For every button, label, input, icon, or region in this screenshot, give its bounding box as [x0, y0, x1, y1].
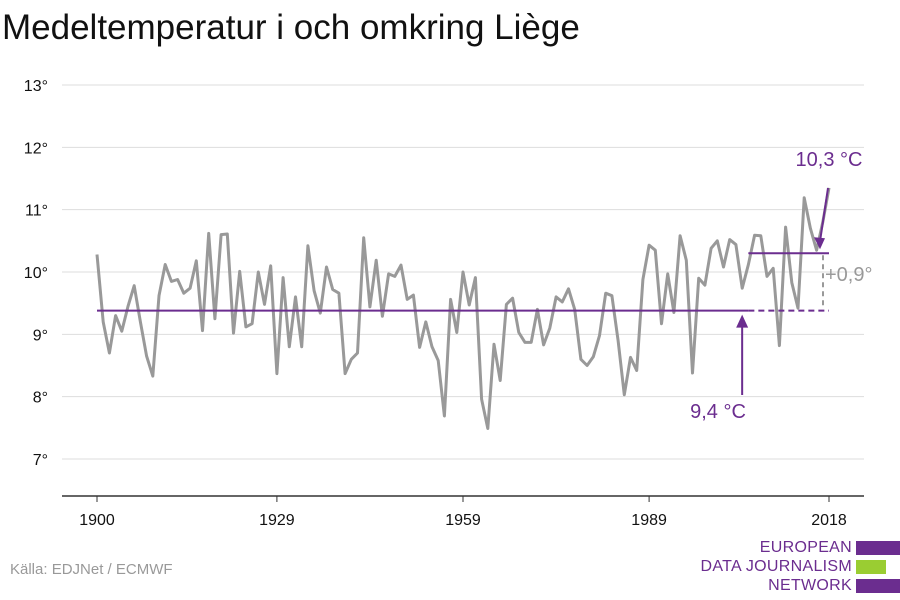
y-tick-label-12: 12° [24, 140, 48, 157]
annotations-layer [97, 187, 829, 395]
temperature-series-line [95, 187, 831, 430]
logo-line-data-journalism: DATA JOURNALISM [700, 558, 852, 575]
logo-bar-purple-bottom [856, 579, 900, 593]
y-tick-label-10: 10° [24, 265, 48, 282]
difference-label: +0,9° [825, 264, 872, 286]
recent-arrow-head [814, 237, 825, 250]
source-note: Källa: EDJNet / ECMWF [10, 561, 173, 578]
x-tick-label-2018: 2018 [811, 512, 847, 529]
x-axis [62, 495, 864, 502]
x-tick-label-1900: 1900 [79, 512, 115, 529]
x-tick-label-1959: 1959 [445, 512, 481, 529]
recent-arrow-shaft [819, 187, 829, 242]
y-tick-label-7: 7° [33, 452, 48, 469]
x-axis-tick-labels: 1900 1929 1959 1989 2018 [79, 512, 847, 529]
logo-line-european: EUROPEAN [759, 539, 852, 556]
grid-lines [62, 84, 864, 460]
x-tick-label-1929: 1929 [259, 512, 295, 529]
y-tick-label-8: 8° [33, 390, 48, 407]
series-layer [95, 187, 831, 430]
y-tick-label-9: 9° [33, 327, 48, 344]
logo-bar-purple-top [856, 541, 900, 555]
logo-bar-green [856, 560, 886, 574]
y-tick-label-11: 11° [25, 203, 48, 220]
chart-title: Medeltemperatur i och omkring Liège [2, 8, 580, 47]
y-axis-tick-labels: 7° 8° 9° 10° 11° 12° 13° [24, 78, 48, 469]
edjnet-logo[interactable]: EUROPEAN DATA JOURNALISM NETWORK [700, 539, 900, 597]
baseline-arrow-head [736, 314, 749, 328]
recent-average-label: 10,3 °C [796, 149, 863, 171]
x-tick-label-1989: 1989 [631, 512, 667, 529]
line-chart: 7°8°9°10°11°12°13° 1900 1929 1959 1989 2018 … [24, 78, 873, 529]
logo-line-network: NETWORK [768, 577, 852, 594]
y-tick-label-13: 13° [24, 78, 48, 95]
baseline-average-label: 9,4 °C [690, 401, 746, 423]
